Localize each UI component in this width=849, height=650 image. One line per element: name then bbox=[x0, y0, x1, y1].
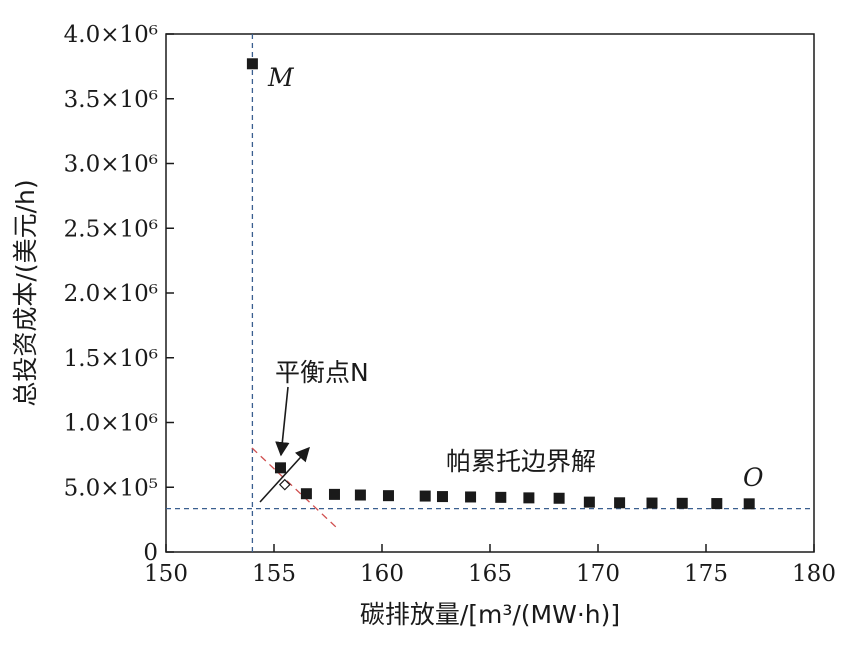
label-point-m: M bbox=[267, 63, 295, 92]
y-axis-title: 总投资成本/(美元/h) bbox=[11, 179, 40, 406]
data-point bbox=[523, 492, 535, 504]
x-tick-label: 175 bbox=[684, 561, 728, 587]
x-tick-label: 155 bbox=[252, 561, 296, 587]
tangent-line bbox=[251, 447, 338, 529]
data-point bbox=[419, 490, 431, 502]
x-tick-label: 165 bbox=[468, 561, 512, 587]
data-point bbox=[465, 491, 477, 503]
data-point bbox=[274, 462, 286, 474]
data-point bbox=[646, 497, 658, 509]
reference-lines bbox=[166, 34, 814, 552]
x-tick-label: 150 bbox=[144, 561, 188, 587]
annotation-lines bbox=[251, 386, 338, 529]
y-tick-label: 5.0×10⁵ bbox=[64, 475, 158, 501]
x-tick-label: 180 bbox=[792, 561, 836, 587]
x-axis-ticks: 150 155 160 165 170 175 180 bbox=[144, 544, 836, 587]
data-point bbox=[676, 497, 688, 509]
y-tick-label: 3.5×10⁶ bbox=[64, 87, 158, 113]
y-tick-label: 3.0×10⁶ bbox=[64, 152, 158, 178]
data-point bbox=[328, 488, 340, 500]
x-tick-label: 160 bbox=[360, 561, 404, 587]
y-tick-label: 0 bbox=[143, 540, 158, 566]
data-point bbox=[495, 491, 507, 503]
label-point-o: O bbox=[743, 463, 764, 492]
data-point bbox=[382, 490, 394, 502]
y-tick-label: 1.5×10⁶ bbox=[64, 346, 158, 372]
data-point bbox=[583, 496, 595, 508]
label-balance-point: 平衡点N bbox=[275, 358, 369, 387]
x-tick-label: 170 bbox=[576, 561, 620, 587]
label-pareto-frontier: 帕累托边界解 bbox=[446, 447, 596, 476]
balance-point-marker bbox=[278, 478, 291, 491]
y-axis-ticks: 0 5.0×10⁵ 1.0×10⁶ 1.5×10⁶ 2.0×10⁶ 2.5×10⁶ 3.0×… bbox=[64, 22, 174, 566]
data-point bbox=[436, 491, 448, 503]
data-points bbox=[246, 58, 755, 510]
direction-arrow bbox=[259, 446, 310, 503]
data-point bbox=[711, 498, 723, 510]
y-tick-label: 4.0×10⁶ bbox=[64, 22, 158, 48]
y-tick-label: 2.5×10⁶ bbox=[64, 216, 158, 242]
y-tick-label: 1.0×10⁶ bbox=[64, 411, 158, 437]
data-point bbox=[246, 58, 258, 70]
y-tick-label: 2.0×10⁶ bbox=[64, 281, 158, 307]
x-axis-title: 碳排放量/[m³/(MW·h)] bbox=[360, 600, 620, 629]
data-point bbox=[614, 497, 626, 509]
data-point bbox=[300, 488, 312, 500]
data-point bbox=[743, 498, 755, 510]
balance-point-pointer bbox=[275, 386, 290, 457]
data-point bbox=[354, 489, 366, 501]
data-point bbox=[553, 492, 565, 504]
